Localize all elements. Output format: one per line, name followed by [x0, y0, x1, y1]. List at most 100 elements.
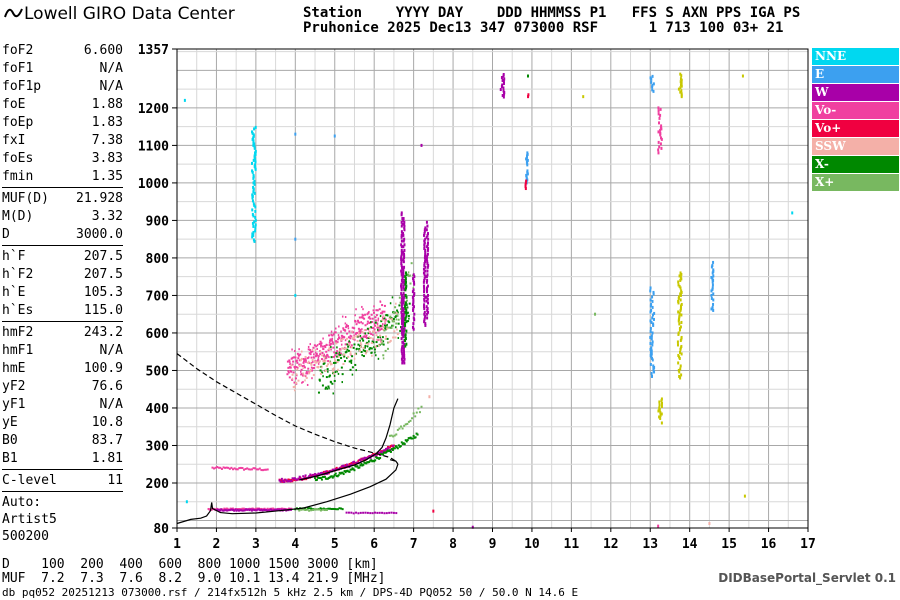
echo-point-xplus	[410, 262, 413, 265]
echo-point-vominus	[328, 334, 331, 337]
param-value: 11	[107, 473, 123, 488]
echo-point-xminus	[397, 322, 400, 325]
echo-point-xplus	[383, 329, 386, 332]
echo-point-vominus	[351, 326, 354, 329]
database-info-line: db pq052 20251213 073000.rsf / 214fx512h…	[2, 586, 579, 599]
param-row: M(D) 3.32	[2, 208, 123, 226]
echo-point-ssw	[317, 361, 319, 364]
param-value: 7.38	[91, 133, 123, 148]
echo-point-w	[376, 511, 379, 514]
echo-point-w	[402, 297, 405, 301]
echo-point-w	[423, 256, 426, 260]
echo-point-e	[710, 265, 713, 269]
echo-point-vominus	[319, 340, 322, 343]
echo-point-e	[525, 160, 528, 164]
echo-point-voplus	[432, 509, 435, 513]
echo-point-w	[402, 273, 405, 277]
echo-point-xminus	[352, 468, 355, 471]
echo-point-vominus	[258, 467, 261, 470]
echo-point-w	[425, 286, 428, 290]
echo-point-w	[255, 509, 258, 512]
echo-point-xminus	[370, 326, 373, 329]
echo-point-es	[680, 74, 683, 78]
echo-point-xplus	[393, 320, 396, 323]
echo-point-vominus	[298, 359, 301, 362]
echo-point-vominus	[252, 467, 255, 470]
echo-point-xplus	[388, 434, 391, 437]
echo-point-w	[248, 509, 251, 512]
echo-point-xplus	[387, 341, 389, 344]
x-tick-label: 17	[800, 537, 816, 552]
echo-point-w	[423, 312, 426, 316]
echo-point-w	[400, 282, 403, 286]
echo-point-xplus	[319, 509, 322, 512]
echo-point-xminus	[361, 337, 364, 340]
param-label: h`F2	[2, 267, 34, 282]
echo-point-es	[677, 361, 680, 365]
echo-point-xminus	[370, 351, 372, 354]
echo-point-nne	[252, 233, 255, 237]
echo-point-w	[241, 509, 244, 512]
echo-point-w	[217, 508, 220, 511]
echo-point-w	[297, 477, 300, 480]
echo-point-w	[232, 508, 235, 511]
echo-point-xplus	[409, 419, 412, 422]
echo-point-w	[341, 464, 344, 467]
echo-point-vominus	[328, 344, 331, 347]
echo-point-w	[412, 297, 415, 301]
echo-point-vominus	[381, 325, 383, 328]
echo-point-ssw	[314, 349, 317, 352]
echo-point-xminus	[370, 347, 373, 350]
echo-point-vominus	[220, 467, 223, 470]
echo-point-es	[679, 305, 682, 309]
echo-point-voplus	[524, 185, 527, 189]
echo-point-xplus	[388, 326, 391, 329]
plot-grid	[176, 49, 809, 528]
echo-point-xminus	[329, 374, 332, 377]
echo-point-nne	[251, 221, 254, 225]
echo-point-vominus	[329, 339, 332, 342]
y-tick-label: 500	[146, 364, 170, 379]
echo-point-e	[652, 322, 655, 326]
echo-point-xminus	[371, 351, 373, 354]
echo-point-e	[526, 172, 529, 176]
echo-point-vominus	[373, 322, 376, 325]
echo-point-w	[412, 301, 415, 305]
echo-point-w	[402, 333, 405, 337]
echo-point-vominus	[375, 314, 378, 317]
x-tick-label: 14	[682, 537, 698, 552]
echo-point-w	[235, 509, 238, 512]
echo-point-xminus	[405, 271, 408, 275]
echo-point-xminus	[337, 372, 340, 375]
param-label: foF1	[2, 61, 34, 76]
echo-point-w	[423, 243, 426, 247]
echo-point-xplus	[389, 315, 392, 318]
echo-point-vominus	[384, 318, 387, 321]
echo-point-xminus	[404, 318, 407, 322]
param-row: fmin 1.35	[2, 168, 123, 186]
echo-point-w	[427, 310, 430, 314]
echo-point-ssw	[310, 363, 313, 366]
echo-point-ssw	[303, 374, 306, 377]
echo-point-w	[426, 232, 429, 236]
echo-point-w	[319, 472, 322, 475]
echo-point-ssw	[368, 336, 370, 339]
echo-point-w	[233, 509, 236, 512]
echo-point-vominus	[368, 310, 370, 313]
echo-point-vominus	[313, 344, 316, 347]
echo-point-w	[426, 248, 429, 252]
echo-point-w	[424, 248, 427, 252]
echo-point-e	[711, 271, 714, 275]
echo-point-es	[677, 319, 680, 323]
echo-point-nne	[254, 125, 257, 129]
param-value: 3.32	[91, 209, 123, 224]
param-value: 76.6	[91, 379, 123, 394]
echo-point-ssw	[331, 368, 334, 371]
param-value: 10.8	[91, 415, 123, 430]
echo-point-e	[712, 292, 715, 296]
echo-point-w	[385, 512, 388, 515]
echo-point-vominus	[325, 356, 328, 359]
echo-point-xminus	[325, 376, 328, 379]
legend-item-e: E	[812, 66, 899, 83]
echo-point-vominus	[304, 375, 307, 378]
